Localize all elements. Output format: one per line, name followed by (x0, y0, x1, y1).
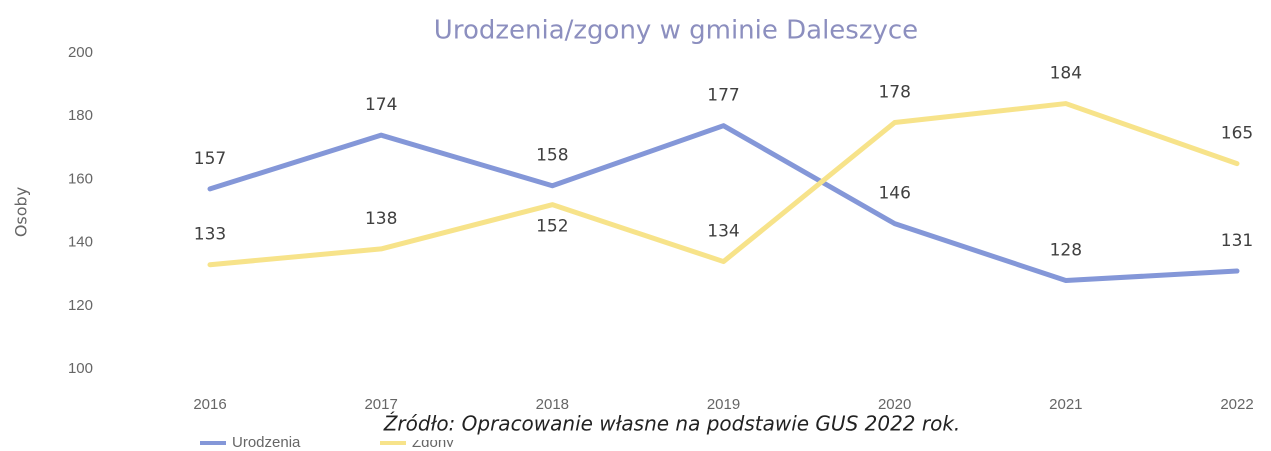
data-label: 134 (707, 222, 739, 242)
data-label: 146 (878, 184, 910, 204)
y-tick-label: 140 (68, 234, 93, 251)
data-label: 158 (536, 146, 568, 166)
y-tick-label: 180 (68, 107, 93, 124)
y-tick-label: 200 (68, 44, 93, 61)
line-series (207, 123, 1240, 284)
data-label: 178 (878, 83, 910, 103)
data-label: 184 (1050, 64, 1082, 84)
x-tick-label: 2022 (1220, 396, 1253, 413)
y-axis-label: Osoby (12, 187, 31, 237)
data-label: 177 (707, 86, 739, 106)
line-series (207, 101, 1240, 268)
x-tick-label: 2020 (878, 396, 911, 413)
x-tick-label: 2017 (364, 396, 397, 413)
x-tick-label: 2021 (1049, 396, 1082, 413)
source-note: Źródło: Opracowanie własne na podstawie … (383, 412, 961, 436)
data-label: 152 (536, 217, 568, 237)
x-tick-label: 2018 (536, 396, 569, 413)
x-tick-label: 2016 (193, 396, 226, 413)
data-label: 128 (1050, 241, 1082, 261)
data-label: 157 (194, 149, 226, 169)
data-label: 174 (365, 95, 397, 115)
x-tick-label: 2019 (707, 396, 740, 413)
y-tick-label: 120 (68, 297, 93, 314)
data-label: 138 (365, 209, 397, 229)
data-label: 131 (1221, 231, 1253, 251)
y-tick-label: 160 (68, 170, 93, 187)
data-label: 165 (1221, 124, 1253, 144)
legend-label: Urodzenia (232, 434, 301, 447)
source-bg (300, 410, 1000, 440)
chart-title: Urodzenia/zgony w gminie Daleszyce (434, 16, 918, 46)
y-tick-label: 100 (68, 360, 93, 377)
data-label: 133 (194, 225, 226, 245)
